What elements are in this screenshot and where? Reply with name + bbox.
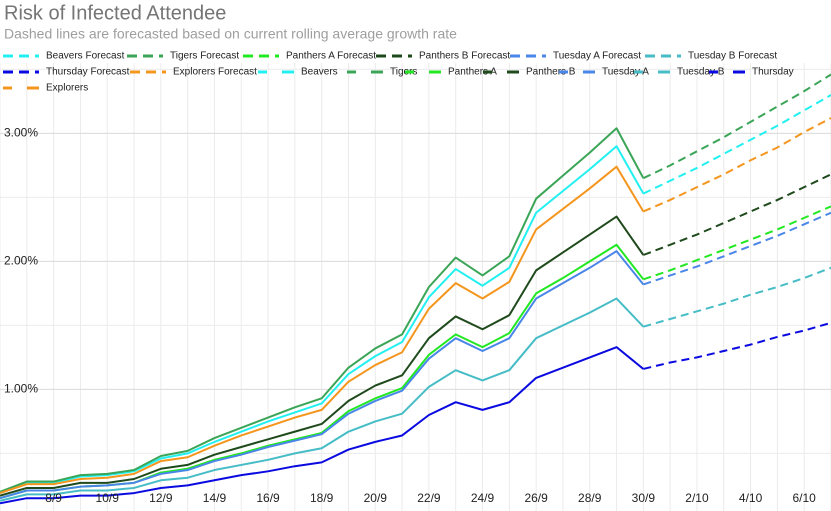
x-tick-label: 30/9 (632, 491, 656, 505)
forecast-line (643, 321, 831, 370)
x-tick-label: 12/9 (149, 491, 173, 505)
legend-item: Thursday (709, 67, 794, 78)
legend-item: Panthers A (405, 67, 497, 78)
legend-item: Tuesday B (634, 67, 725, 78)
series-line (0, 297, 645, 502)
x-tick-label: 22/9 (417, 491, 441, 505)
legend-label: Tigers Forecast (170, 51, 239, 62)
legend-item: Explorers (3, 83, 88, 94)
legend-label: Panthers B Forecast (419, 51, 510, 62)
legend-label: Explorers Forecast (173, 67, 257, 78)
legend-item: Panthers B (483, 67, 576, 78)
legend-label: Panthers B (526, 67, 576, 78)
x-tick-label: 6/10 (793, 491, 817, 505)
legend-item: Panthers B Forecast (376, 51, 510, 62)
x-tick-label: 24/9 (471, 491, 495, 505)
legend-label: Thursday (752, 67, 794, 78)
x-tick-label: 26/9 (524, 491, 548, 505)
x-tick-label: 10/9 (96, 491, 120, 505)
legend-item: Explorers Forecast (130, 67, 257, 78)
legend-label: Explorers (46, 83, 88, 94)
legend-label: Tuesday A Forecast (553, 51, 641, 62)
series-line (0, 127, 645, 493)
legend-label: Panthers A Forecast (286, 51, 376, 62)
legend-item: Panthers A Forecast (243, 51, 376, 62)
legend-item: Tuesday B Forecast (645, 51, 777, 62)
legend-item: Beavers (258, 67, 338, 78)
series-line (0, 165, 645, 495)
forecast-line (642, 73, 831, 180)
forecast-line (642, 94, 831, 195)
plot-lines (0, 73, 831, 505)
axis-labels: 1.00% 2.00% 3.00% 8/9 10/9 12/9 14/9 16/9 18/9 20… (4, 126, 816, 506)
legend-item: Tuesday A Forecast (510, 51, 641, 62)
legend-label: Thursday Forecast (46, 67, 130, 78)
forecast-line (643, 205, 831, 281)
forecast-line (643, 211, 831, 286)
legend-item: Tigers (347, 67, 417, 78)
legend-label: Tuesday B (677, 67, 725, 78)
x-tick-label: 2/10 (685, 491, 709, 505)
forecast-line (642, 173, 831, 256)
legend-label: Tuesday B Forecast (688, 51, 777, 62)
legend-label: Beavers Forecast (46, 51, 125, 62)
series-line (0, 215, 645, 497)
legend-item: Thursday Forecast (3, 67, 130, 78)
y-tick-label: 1.00% (4, 382, 38, 396)
y-tick-label: 3.00% (4, 126, 38, 140)
legend: Beavers Forecast Tigers Forecast Panthers … (3, 51, 794, 94)
x-tick-label: 8/9 (45, 491, 62, 505)
legend-label: Tuesday A (602, 67, 649, 78)
forecast-line (642, 117, 831, 213)
legend-label: Beavers (301, 67, 338, 78)
x-tick-label: 16/9 (256, 491, 280, 505)
x-tick-label: 28/9 (578, 491, 602, 505)
series-line (0, 250, 645, 500)
legend-item: Tuesday A (559, 67, 649, 78)
legend-label: Tigers (390, 67, 417, 78)
legend-item: Tigers Forecast (127, 51, 239, 62)
legend-item: Beavers Forecast (3, 51, 125, 62)
forecast-line (643, 266, 831, 328)
x-tick-label: 20/9 (364, 491, 388, 505)
series-line (0, 346, 644, 505)
legend-label: Panthers A (448, 67, 497, 78)
series-line (0, 145, 645, 495)
x-tick-label: 18/9 (310, 491, 334, 505)
x-tick-label: 4/10 (739, 491, 763, 505)
y-tick-label: 2.00% (4, 254, 38, 268)
chart-title: Risk of Infected Attendee (4, 2, 226, 24)
x-tick-label: 14/9 (203, 491, 227, 505)
chart-subtitle: Dashed lines are forecasted based on cur… (4, 26, 457, 42)
